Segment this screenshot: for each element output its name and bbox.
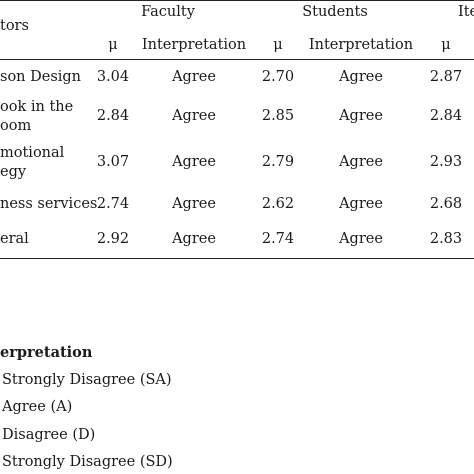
students-mean: 2.70 <box>261 69 295 85</box>
legend-item: Disagree (D) <box>2 427 96 443</box>
students-interpretation: Agree <box>339 231 383 247</box>
students-mean: 2.74 <box>261 231 295 247</box>
table-header-rule <box>0 59 474 60</box>
legend-item: Strongly Disagree (SA) <box>2 372 172 388</box>
subheader-third-mean: μ <box>441 37 451 53</box>
header-faculty: Faculty <box>141 4 195 20</box>
faculty-interpretation: Agree <box>172 108 216 124</box>
legend-item: Agree (A) <box>2 399 73 415</box>
row-label: ook in the <box>0 99 74 115</box>
table-bottom-rule <box>0 258 474 259</box>
third-mean: 2.68 <box>429 196 463 212</box>
subheader-students-interpretation: Interpretation <box>308 37 414 53</box>
faculty-mean: 2.84 <box>96 108 130 124</box>
faculty-interpretation: Agree <box>172 231 216 247</box>
students-mean: 2.62 <box>261 196 295 212</box>
subheader-faculty-mean: μ <box>108 37 118 53</box>
faculty-mean: 3.04 <box>96 69 130 85</box>
faculty-interpretation: Agree <box>172 154 216 170</box>
students-mean: 2.79 <box>261 154 295 170</box>
row-label: son Design <box>0 69 82 85</box>
students-interpretation: Agree <box>339 196 383 212</box>
row-label-continued: egy <box>0 164 27 180</box>
header-students: Students <box>302 4 368 20</box>
faculty-mean: 2.92 <box>96 231 130 247</box>
row-label: motional <box>0 145 65 161</box>
row-label-continued: oom <box>0 118 32 134</box>
legend-title: erpretation <box>0 344 93 361</box>
legend-item: Strongly Disagree (SD) <box>2 454 173 470</box>
subheader-faculty-interpretation: Interpretation <box>141 37 247 53</box>
subheader-students-mean: μ <box>273 37 283 53</box>
third-mean: 2.83 <box>429 231 463 247</box>
row-label: ness services <box>0 196 98 212</box>
third-mean: 2.87 <box>429 69 463 85</box>
students-mean: 2.85 <box>261 108 295 124</box>
faculty-interpretation: Agree <box>172 196 216 212</box>
students-interpretation: Agree <box>339 108 383 124</box>
third-mean: 2.93 <box>429 154 463 170</box>
students-interpretation: Agree <box>339 154 383 170</box>
faculty-interpretation: Agree <box>172 69 216 85</box>
faculty-mean: 2.74 <box>96 196 130 212</box>
faculty-mean: 3.07 <box>96 154 130 170</box>
row-label: eral <box>0 231 29 247</box>
table-top-rule <box>0 0 474 1</box>
third-mean: 2.84 <box>429 108 463 124</box>
header-indicators: tors <box>0 18 29 34</box>
students-interpretation: Agree <box>339 69 383 85</box>
header-third: Ite <box>458 4 474 20</box>
